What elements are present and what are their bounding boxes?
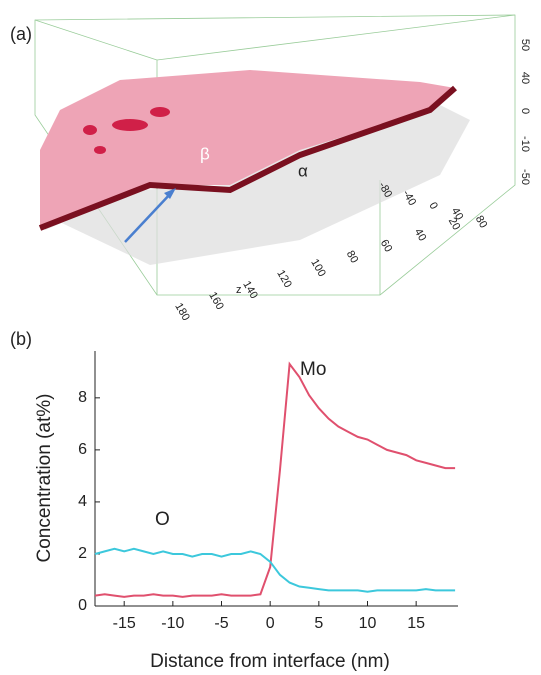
tick-label: 50 <box>519 39 531 51</box>
reconstruction-3d <box>34 14 516 296</box>
x-tick-label: 10 <box>359 615 377 632</box>
x-tick-label: -10 <box>161 615 184 632</box>
phase-label: α <box>298 161 308 180</box>
axis-side: -80 -40 0 40 80 <box>376 180 489 230</box>
tick-label: 20 <box>446 216 463 233</box>
phase-label: β <box>200 144 210 163</box>
x-tick-label: 5 <box>314 615 323 632</box>
interface-edge <box>38 85 457 231</box>
panel-label: (a) <box>10 24 32 44</box>
alpha-cloud <box>45 100 470 265</box>
y-tick-label: 2 <box>78 545 87 562</box>
panel-label: (b) <box>10 329 32 349</box>
y-tick-label: 8 <box>78 389 87 406</box>
beta-phase <box>40 70 455 228</box>
tick-label: 140 <box>240 279 260 301</box>
tick-label: 180 <box>172 301 192 323</box>
arrow-head <box>164 188 176 199</box>
series-line <box>94 361 456 598</box>
y-tick-label: 6 <box>78 441 87 458</box>
tick-label: 40 <box>519 72 531 84</box>
y-axis-title: Concentration (at%) <box>34 394 55 563</box>
tick-label: 0 <box>519 108 531 114</box>
y-tick-label: 0 <box>78 597 87 614</box>
series-line <box>94 547 456 593</box>
x-tick-label: -15 <box>113 615 136 632</box>
tick-label: 160 <box>206 290 226 312</box>
tick-label: 100 <box>308 257 328 279</box>
x-axis-title: Distance from interface (nm) <box>150 651 390 672</box>
tick-label: -50 <box>519 169 531 185</box>
tick-label: 40 <box>412 227 429 244</box>
legend-label: Mo <box>300 359 326 380</box>
legend-label: O <box>155 509 170 530</box>
x-tick-label: -5 <box>214 615 228 632</box>
box-edge <box>34 19 158 61</box>
cluster <box>83 125 97 135</box>
x-tick-label: 0 <box>266 615 275 632</box>
plot: 0 2 4 6 8 -15 -10 -5 0 5 10 15 Mo O <box>78 351 458 632</box>
cluster <box>112 119 148 131</box>
tick-label: 0 <box>426 200 439 211</box>
axis-right: 50 40 0 -10 -50 <box>519 39 531 185</box>
tick-label: 60 <box>378 238 395 255</box>
y-tick-label: 4 <box>78 493 87 510</box>
tick-label: 80 <box>344 249 361 266</box>
tick-label: -10 <box>519 136 531 152</box>
axis-name: z <box>236 284 242 296</box>
tick-label: 120 <box>274 268 294 290</box>
arrow <box>124 191 173 243</box>
cluster <box>94 146 106 154</box>
box-edge <box>156 14 516 61</box>
cluster <box>150 107 170 117</box>
tick-label: 80 <box>473 214 490 231</box>
x-tick-label: 15 <box>407 615 425 632</box>
tick-label: 40 <box>449 206 466 223</box>
